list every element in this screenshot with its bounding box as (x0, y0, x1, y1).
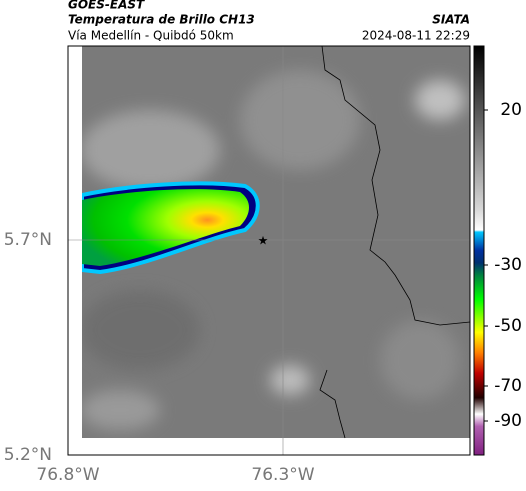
y-tick-label: 5.2°N (4, 445, 52, 465)
city-marker: ★ (258, 234, 269, 248)
colorbar-tick-label: -50 (494, 316, 522, 336)
satellite-image (82, 46, 470, 438)
caption: Vía Medellín - Quibdó 50km (68, 29, 234, 43)
x-tick-label: 76.8°W (36, 465, 99, 485)
frame (67, 45, 471, 456)
source: SIATA (432, 13, 470, 27)
labels: 5.7°N 5.2°N76.8°W 76.3°W 20 -30 -50 -70 -90 (4, 100, 522, 485)
subtitle: Temperatura de Brillo CH13 (68, 13, 255, 27)
border (319, 45, 471, 439)
colorbar-tick-label: -70 (494, 376, 522, 396)
colorbar-tick-label: 20 (500, 100, 522, 120)
timestamp: 2024-08-11 22:29 (362, 29, 470, 43)
x-tick-label: 76.3°W (251, 465, 314, 485)
y-tick-label: 5.7°N (4, 230, 52, 250)
colorbar (473, 45, 485, 456)
title: GOES-EAST (68, 0, 145, 12)
colorbar-tick-label: -90 (494, 411, 522, 431)
colorbar-tick-label: -30 (494, 255, 522, 275)
